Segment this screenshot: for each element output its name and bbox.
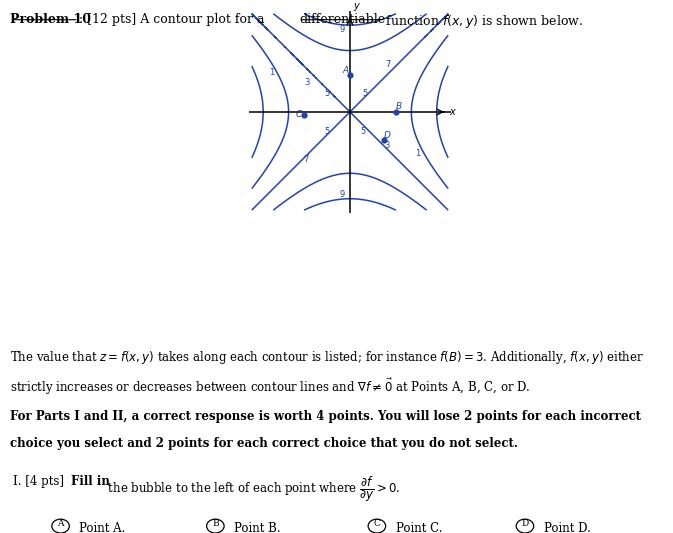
Text: $y$: $y$ [353, 1, 361, 12]
Text: I. [4 pts]: I. [4 pts] [13, 475, 68, 488]
Text: the bubble to the left of each point where $\dfrac{\partial f}{\partial y} > 0$.: the bubble to the left of each point whe… [104, 475, 401, 504]
Text: Point C.: Point C. [396, 522, 442, 533]
Text: Fill in: Fill in [71, 475, 110, 488]
Text: D: D [522, 520, 528, 528]
Text: 1: 1 [269, 68, 274, 77]
Text: 5: 5 [324, 127, 329, 136]
Text: 7: 7 [386, 60, 391, 69]
Text: B: B [396, 102, 402, 111]
Text: Problem 10: Problem 10 [10, 13, 91, 26]
Text: function $f(x, y)$ is shown below.: function $f(x, y)$ is shown below. [382, 13, 583, 30]
Text: A: A [57, 520, 64, 528]
Text: The value that $z = f(x, y)$ takes along each contour is listed; for instance $f: The value that $z = f(x, y)$ takes along… [10, 349, 644, 366]
Text: B: B [212, 520, 219, 528]
Text: differentiable: differentiable [299, 13, 386, 26]
Text: 1: 1 [415, 149, 420, 158]
Text: For Parts I and II, a correct response is worth 4 points. You will lose 2 points: For Parts I and II, a correct response i… [10, 410, 641, 423]
Text: 5: 5 [324, 89, 329, 98]
Text: 5: 5 [361, 127, 366, 136]
Text: $x$: $x$ [450, 107, 458, 117]
Text: C: C [374, 520, 380, 528]
Text: choice you select and 2 points for each correct choice that you do not select.: choice you select and 2 points for each … [10, 437, 518, 449]
Text: 7: 7 [303, 155, 308, 164]
Text: strictly increases or decreases between contour lines and $\nabla f \neq \vec{0}: strictly increases or decreases between … [10, 377, 530, 397]
Text: 3: 3 [304, 78, 310, 87]
Text: 5: 5 [363, 89, 368, 98]
Text: 9: 9 [340, 25, 345, 34]
Text: C: C [296, 110, 302, 119]
Text: Point A.: Point A. [79, 522, 126, 533]
Text: Point B.: Point B. [234, 522, 281, 533]
Text: 3: 3 [384, 141, 390, 150]
Text: D: D [384, 131, 390, 140]
Text: 9: 9 [340, 190, 345, 199]
Text: Point D.: Point D. [544, 522, 591, 533]
Text: : [12 pts] A contour plot for a: : [12 pts] A contour plot for a [79, 13, 269, 26]
Text: A: A [342, 66, 348, 75]
